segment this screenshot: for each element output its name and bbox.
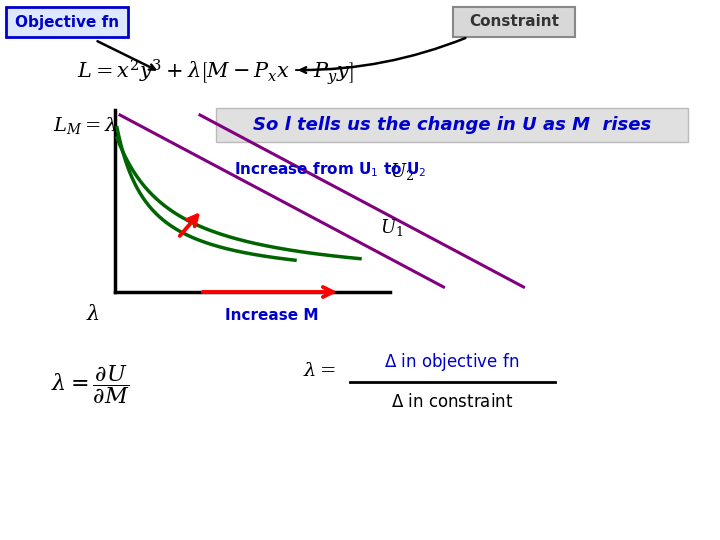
Text: Increase from U$_1$ to U$_2$: Increase from U$_1$ to U$_2$ bbox=[234, 160, 426, 179]
FancyBboxPatch shape bbox=[6, 7, 128, 37]
Text: $\lambda$: $\lambda$ bbox=[86, 304, 100, 324]
Text: Objective fn: Objective fn bbox=[15, 15, 119, 30]
Text: $U_1$: $U_1$ bbox=[380, 217, 403, 238]
Text: Increase M: Increase M bbox=[225, 308, 319, 323]
Text: Constraint: Constraint bbox=[469, 15, 559, 30]
Text: $U_2$: $U_2$ bbox=[390, 161, 414, 183]
Text: $\Delta$ in objective fn: $\Delta$ in objective fn bbox=[384, 351, 520, 373]
Text: So l tells us the change in U as M  rises: So l tells us the change in U as M rises bbox=[253, 116, 651, 134]
Text: $L = x^2y^3 + \lambda\left[M - P_x x - P_y y\right]$: $L = x^2y^3 + \lambda\left[M - P_x x - P… bbox=[77, 57, 354, 87]
Text: $\lambda =$: $\lambda =$ bbox=[303, 361, 336, 380]
Text: $\lambda = \dfrac{\partial U}{\partial M}$: $\lambda = \dfrac{\partial U}{\partial M… bbox=[50, 363, 130, 407]
Text: $L_M = \lambda$: $L_M = \lambda$ bbox=[53, 114, 117, 136]
FancyBboxPatch shape bbox=[216, 108, 688, 142]
FancyBboxPatch shape bbox=[453, 7, 575, 37]
Text: $\Delta$ in constraint: $\Delta$ in constraint bbox=[391, 393, 513, 411]
